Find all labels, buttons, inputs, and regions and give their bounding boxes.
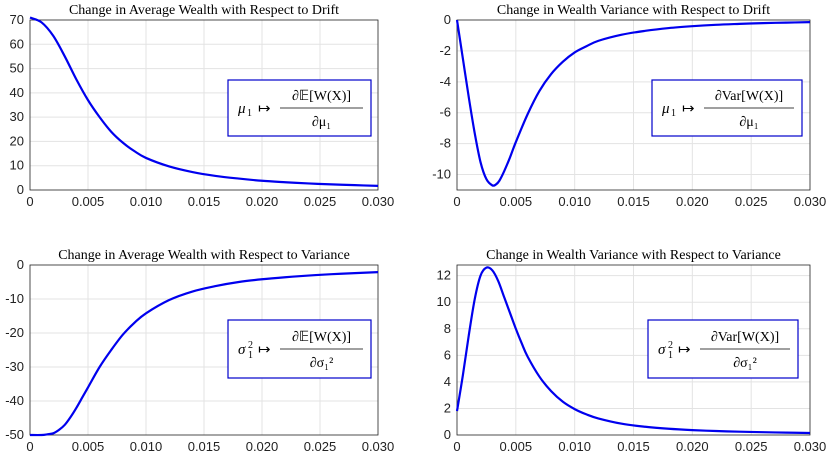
y-tick-label: 70 <box>10 12 24 27</box>
x-tick-label: 0.025 <box>735 194 768 209</box>
svg-text:∂𝔼[W(X)]: ∂𝔼[W(X)] <box>292 330 351 345</box>
plot-area <box>29 19 379 191</box>
chart-panel-4: Change in Wealth Variance with Respect t… <box>437 248 827 454</box>
y-tick-label: -2 <box>439 43 451 58</box>
y-tick-label: 12 <box>437 268 451 283</box>
chart-panel-2: Change in Wealth Variance with Respect t… <box>432 3 826 209</box>
legend-box: μ 1 ↦ ∂𝔼[W(X)] ∂μ₁ <box>227 79 372 137</box>
x-tick-label: 0.030 <box>362 439 395 454</box>
svg-text:∂Var[W(X)]: ∂Var[W(X)] <box>711 330 779 345</box>
y-tick-label: 0 <box>444 12 451 27</box>
y-tick-label: 10 <box>10 158 24 173</box>
series-line <box>455 266 811 435</box>
y-tick-label: 30 <box>10 109 24 124</box>
legend-box: σ 21 ↦ ∂Var[W(X)] ∂σ₁² <box>647 319 799 379</box>
y-tick-label: -50 <box>5 427 24 442</box>
x-tick-label: 0.005 <box>500 439 533 454</box>
y-tick-label: 60 <box>10 36 24 51</box>
x-tick-label: 0.020 <box>246 439 279 454</box>
y-tick-label: 20 <box>10 133 24 148</box>
y-tick-label: 4 <box>444 374 451 389</box>
x-tick-label: 0.010 <box>130 194 163 209</box>
svg-text:1: 1 <box>671 108 676 119</box>
y-tick-label: -30 <box>5 359 24 374</box>
chart-title: Change in Wealth Variance with Respect t… <box>497 3 770 18</box>
x-tick-label: 0.020 <box>676 194 709 209</box>
legend-symbol: μ <box>237 101 246 117</box>
svg-text:1: 1 <box>247 108 252 119</box>
series-line <box>455 19 811 187</box>
svg-text:↦: ↦ <box>682 101 695 117</box>
svg-text:↦: ↦ <box>678 342 691 358</box>
y-tick-label: -40 <box>5 393 24 408</box>
series-line <box>29 271 379 437</box>
plot-area <box>456 19 811 191</box>
x-tick-label: 0.015 <box>617 439 650 454</box>
plot-area <box>456 264 811 436</box>
legend-symbol: σ <box>238 342 246 358</box>
y-tick-label: -20 <box>5 325 24 340</box>
y-tick-label: 10 <box>437 294 451 309</box>
x-tick-label: 0.025 <box>304 439 337 454</box>
chart-title: Change in Average Wealth with Respect to… <box>58 248 350 263</box>
series-line <box>29 16 379 187</box>
x-tick-label: 0.010 <box>558 439 591 454</box>
legend-box: μ 1 ↦ ∂Var[W(X)] ∂μ₁ <box>651 79 803 137</box>
x-tick-label: 0.020 <box>676 439 709 454</box>
svg-text:↦: ↦ <box>258 101 271 117</box>
legend-symbol: σ <box>658 342 666 358</box>
x-tick-label: 0.005 <box>72 194 105 209</box>
x-tick-label: 0.030 <box>794 439 827 454</box>
svg-text:∂Var[W(X)]: ∂Var[W(X)] <box>715 89 783 104</box>
y-tick-label: -4 <box>439 74 451 89</box>
svg-text:2: 2 <box>248 340 253 351</box>
svg-text:↦: ↦ <box>258 342 271 358</box>
y-tick-label: -8 <box>439 136 451 151</box>
svg-text:∂σ₁²: ∂σ₁² <box>310 356 334 371</box>
x-tick-label: 0.025 <box>304 194 337 209</box>
x-tick-label: 0.015 <box>188 194 221 209</box>
y-tick-label: -6 <box>439 105 451 120</box>
x-tick-label: 0.030 <box>794 194 827 209</box>
chart-title: Change in Average Wealth with Respect to… <box>69 3 339 18</box>
svg-text:∂𝔼[W(X)]: ∂𝔼[W(X)] <box>292 89 351 104</box>
legend-box: σ 21 ↦ ∂𝔼[W(X)] ∂σ₁² <box>227 319 372 379</box>
legend-symbol: μ <box>661 101 670 117</box>
chart-title: Change in Wealth Variance with Respect t… <box>486 248 781 263</box>
chart-panel-1: Change in Average Wealth with Respect to… <box>10 3 395 209</box>
svg-text:1: 1 <box>668 350 673 361</box>
x-tick-label: 0.015 <box>188 439 221 454</box>
x-tick-label: 0.010 <box>130 439 163 454</box>
x-tick-label: 0 <box>453 439 460 454</box>
svg-text:2: 2 <box>668 340 673 351</box>
x-tick-label: 0.015 <box>617 194 650 209</box>
y-tick-label: 2 <box>444 400 451 415</box>
plot-area <box>29 264 379 436</box>
y-tick-label: 0 <box>444 427 451 442</box>
y-tick-label: -10 <box>432 167 451 182</box>
x-tick-label: 0.020 <box>246 194 279 209</box>
y-tick-label: -10 <box>5 291 24 306</box>
chart-panel-3: Change in Average Wealth with Respect to… <box>5 248 394 454</box>
y-tick-label: 40 <box>10 85 24 100</box>
x-tick-label: 0.025 <box>735 439 768 454</box>
x-tick-label: 0.030 <box>362 194 395 209</box>
x-tick-label: 0.010 <box>558 194 591 209</box>
y-tick-label: 0 <box>17 182 24 197</box>
y-tick-label: 8 <box>444 321 451 336</box>
x-tick-label: 0 <box>453 194 460 209</box>
y-tick-label: 50 <box>10 61 24 76</box>
svg-text:∂μ₁: ∂μ₁ <box>312 115 331 130</box>
svg-text:∂μ₁: ∂μ₁ <box>739 115 758 130</box>
svg-text:∂σ₁²: ∂σ₁² <box>733 356 757 371</box>
y-tick-label: 0 <box>17 257 24 272</box>
x-tick-label: 0 <box>26 194 33 209</box>
x-tick-label: 0.005 <box>500 194 533 209</box>
svg-text:1: 1 <box>248 350 253 361</box>
y-tick-label: 6 <box>444 347 451 362</box>
x-tick-label: 0.005 <box>72 439 105 454</box>
x-tick-label: 0 <box>26 439 33 454</box>
